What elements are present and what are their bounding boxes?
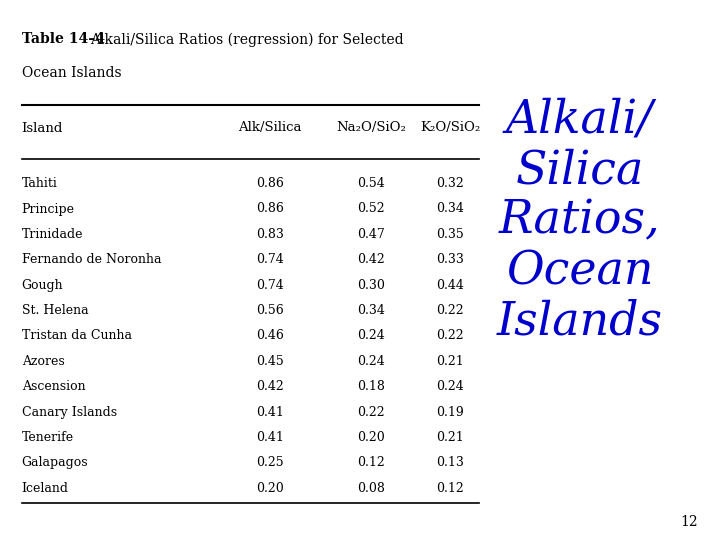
Text: K₂O/SiO₂: K₂O/SiO₂ [420, 122, 480, 134]
Text: Galapagos: Galapagos [22, 456, 89, 469]
Text: 0.54: 0.54 [357, 177, 384, 190]
Text: Island: Island [22, 122, 63, 134]
Text: 0.24: 0.24 [357, 329, 384, 342]
Text: Principe: Principe [22, 202, 75, 215]
Text: 0.34: 0.34 [436, 202, 464, 215]
Text: Alkali/
Silica
Ratios,
Ocean
Islands: Alkali/ Silica Ratios, Ocean Islands [497, 97, 662, 345]
Text: 0.32: 0.32 [436, 177, 464, 190]
Text: Alkali/Silica Ratios (regression) for Selected: Alkali/Silica Ratios (regression) for Se… [90, 32, 404, 47]
Text: 0.12: 0.12 [357, 456, 384, 469]
Text: 0.35: 0.35 [436, 228, 464, 241]
Text: Table 14–4: Table 14–4 [22, 32, 104, 46]
Text: 0.18: 0.18 [357, 380, 384, 393]
Text: 0.46: 0.46 [256, 329, 284, 342]
Text: 0.13: 0.13 [436, 456, 464, 469]
Text: Trinidade: Trinidade [22, 228, 83, 241]
Text: 0.21: 0.21 [436, 355, 464, 368]
Text: 0.45: 0.45 [256, 355, 284, 368]
Text: 0.08: 0.08 [357, 482, 384, 495]
Text: Ascension: Ascension [22, 380, 85, 393]
Text: 0.22: 0.22 [436, 329, 464, 342]
Text: 0.42: 0.42 [256, 380, 284, 393]
Text: 0.44: 0.44 [436, 279, 464, 292]
Text: 0.34: 0.34 [357, 304, 384, 317]
Text: 0.33: 0.33 [436, 253, 464, 266]
Text: Canary Islands: Canary Islands [22, 406, 117, 419]
Text: Iceland: Iceland [22, 482, 68, 495]
Text: 0.42: 0.42 [357, 253, 384, 266]
Text: 0.30: 0.30 [357, 279, 384, 292]
Text: 0.20: 0.20 [357, 431, 384, 444]
Text: Tenerife: Tenerife [22, 431, 73, 444]
Text: 0.47: 0.47 [357, 228, 384, 241]
Text: 0.86: 0.86 [256, 177, 284, 190]
Text: 0.22: 0.22 [436, 304, 464, 317]
Text: St. Helena: St. Helena [22, 304, 89, 317]
Text: 0.21: 0.21 [436, 431, 464, 444]
Text: 0.86: 0.86 [256, 202, 284, 215]
Text: 0.20: 0.20 [256, 482, 284, 495]
Text: Azores: Azores [22, 355, 64, 368]
Text: 0.41: 0.41 [256, 431, 284, 444]
Text: 0.24: 0.24 [357, 355, 384, 368]
Text: 0.56: 0.56 [256, 304, 284, 317]
Text: 0.19: 0.19 [436, 406, 464, 419]
Text: 12: 12 [681, 515, 698, 529]
Text: Na₂O/SiO₂: Na₂O/SiO₂ [336, 122, 406, 134]
Text: 0.24: 0.24 [436, 380, 464, 393]
Text: 0.25: 0.25 [256, 456, 284, 469]
Text: 0.22: 0.22 [357, 406, 384, 419]
Text: Tahiti: Tahiti [22, 177, 58, 190]
Text: Fernando de Noronha: Fernando de Noronha [22, 253, 161, 266]
Text: Alk/Silica: Alk/Silica [238, 122, 302, 134]
Text: Gough: Gough [22, 279, 63, 292]
Text: 0.52: 0.52 [357, 202, 384, 215]
Text: 0.74: 0.74 [256, 279, 284, 292]
Text: Tristan da Cunha: Tristan da Cunha [22, 329, 132, 342]
Text: 0.83: 0.83 [256, 228, 284, 241]
Text: 0.12: 0.12 [436, 482, 464, 495]
Text: Ocean Islands: Ocean Islands [22, 66, 121, 80]
Text: 0.41: 0.41 [256, 406, 284, 419]
Text: 0.74: 0.74 [256, 253, 284, 266]
